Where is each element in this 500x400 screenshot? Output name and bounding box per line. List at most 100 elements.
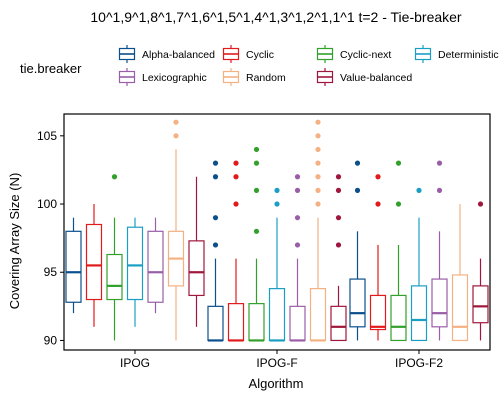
outlier-point (294, 187, 301, 193)
outlier-point (375, 174, 381, 180)
outlier-point (436, 160, 443, 166)
box-cyclic-next-ipog-f (248, 146, 265, 342)
box-iqr (431, 278, 448, 328)
outlier-point (294, 215, 301, 221)
box-iqr (410, 285, 428, 342)
x-axis-label: Algorithm (249, 376, 304, 391)
y-axis-label: Covering Array Size (N) (7, 173, 22, 310)
outlier-point (354, 160, 361, 166)
box-iqr (207, 305, 224, 342)
boxes (65, 119, 489, 342)
box-alpha-balanced-ipog-f2 (349, 160, 366, 341)
legend-item-random: Random (222, 68, 286, 86)
outlier-point (253, 160, 260, 166)
y-tick-marks (60, 135, 64, 341)
box-iqr (369, 294, 387, 331)
box-iqr (289, 305, 306, 342)
y-tick-label-90: 90 (44, 333, 58, 347)
legend-items: Alpha-balanced Cyclic Cyclic-next Determini… (118, 45, 499, 86)
outlier-point (315, 119, 321, 125)
outlier-point (253, 228, 260, 234)
box-deterministic-ipog-f (268, 187, 286, 342)
legend-title: tie.breaker (20, 61, 82, 76)
box-iqr (227, 303, 245, 342)
box-cyclic-ipog (85, 204, 103, 327)
outlier-point (253, 187, 260, 193)
y-axis-tick-labels: 90 95 100 105 (37, 129, 57, 348)
outlier-point (315, 160, 321, 166)
outlier-point (416, 187, 422, 193)
box-alpha-balanced-ipog (65, 217, 82, 314)
legend-label-alpha-balanced: Alpha-balanced (142, 49, 215, 61)
outlier-point (436, 187, 443, 193)
outlier-point (315, 146, 321, 153)
outlier-point (477, 201, 484, 207)
box-alpha-balanced-ipog-f (207, 160, 224, 342)
box-lexicographic-ipog (147, 217, 164, 314)
legend-label-random: Random (246, 72, 286, 84)
outlier-point (212, 242, 219, 248)
legend-label-cyclic: Cyclic (246, 49, 274, 61)
chart-title: 10^1,9^1,8^1,7^1,6^1,5^1,4^1,3^1,2^1,1^1… (90, 9, 462, 25)
box-iqr (147, 230, 164, 303)
box-iqr (390, 294, 407, 342)
outlier-point (354, 187, 361, 193)
outlier-point (212, 174, 219, 180)
box-value-balanced-ipog (188, 176, 205, 327)
box-cyclic-ipog-f2 (369, 174, 387, 341)
plot-area: 90 95 100 105 IPOG IPOG-F IPOG-F2 (37, 113, 491, 370)
box-lexicographic-ipog-f (289, 174, 306, 342)
box-cyclic-ipog-f (227, 160, 245, 342)
legend-item-cyclic: Cyclic (222, 45, 274, 63)
legend-label-lexicographic: Lexicographic (142, 72, 207, 84)
box-iqr (106, 253, 123, 301)
outlier-point (315, 201, 321, 207)
outlier-point (335, 242, 342, 248)
box-iqr (309, 288, 327, 342)
box-lexicographic-ipog-f2 (431, 160, 448, 341)
legend-label-value-balanced: Value-balanced (340, 72, 412, 84)
box-iqr (349, 278, 366, 328)
outlier-point (274, 187, 280, 193)
outlier-point (294, 174, 301, 180)
legend-item-alpha-balanced: Alpha-balanced (118, 45, 215, 63)
box-iqr (268, 288, 286, 342)
outlier-point (173, 119, 179, 125)
legend-item-value-balanced: Value-balanced (316, 68, 412, 86)
box-random-ipog-f2 (451, 204, 469, 342)
box-value-balanced-ipog-f (330, 174, 347, 342)
box-iqr (330, 305, 347, 342)
box-iqr (65, 230, 82, 303)
outlier-point (335, 174, 342, 180)
box-deterministic-ipog (126, 217, 144, 327)
outlier-point (253, 146, 260, 153)
box-iqr (472, 285, 489, 324)
box-value-balanced-ipog-f2 (472, 201, 489, 341)
y-tick-label-105: 105 (37, 129, 57, 143)
outlier-point (233, 160, 239, 166)
box-random-ipog-f (309, 119, 327, 342)
outlier-point (212, 160, 219, 166)
outlier-point (335, 215, 342, 221)
x-tick-label-ipog: IPOG (120, 356, 150, 370)
outlier-point (274, 201, 280, 207)
x-axis-tick-labels: IPOG IPOG-F IPOG-F2 (120, 350, 443, 370)
outlier-point (315, 174, 321, 180)
outlier-point (233, 174, 239, 180)
outlier-point (395, 160, 402, 166)
outlier-point (212, 215, 219, 221)
outlier-point (395, 201, 402, 207)
box-iqr (85, 223, 103, 301)
outlier-point (315, 187, 321, 193)
outlier-point (335, 187, 342, 193)
box-deterministic-ipog-f2 (410, 187, 428, 342)
y-tick-label-95: 95 (44, 265, 58, 279)
legend-item-lexicographic: Lexicographic (118, 68, 207, 86)
outlier-point (294, 242, 301, 248)
legend-label-deterministic: Deterministic (438, 49, 499, 61)
outlier-point (315, 133, 321, 139)
y-tick-label-100: 100 (37, 197, 57, 211)
outlier-point (375, 201, 381, 207)
box-iqr (126, 226, 144, 301)
